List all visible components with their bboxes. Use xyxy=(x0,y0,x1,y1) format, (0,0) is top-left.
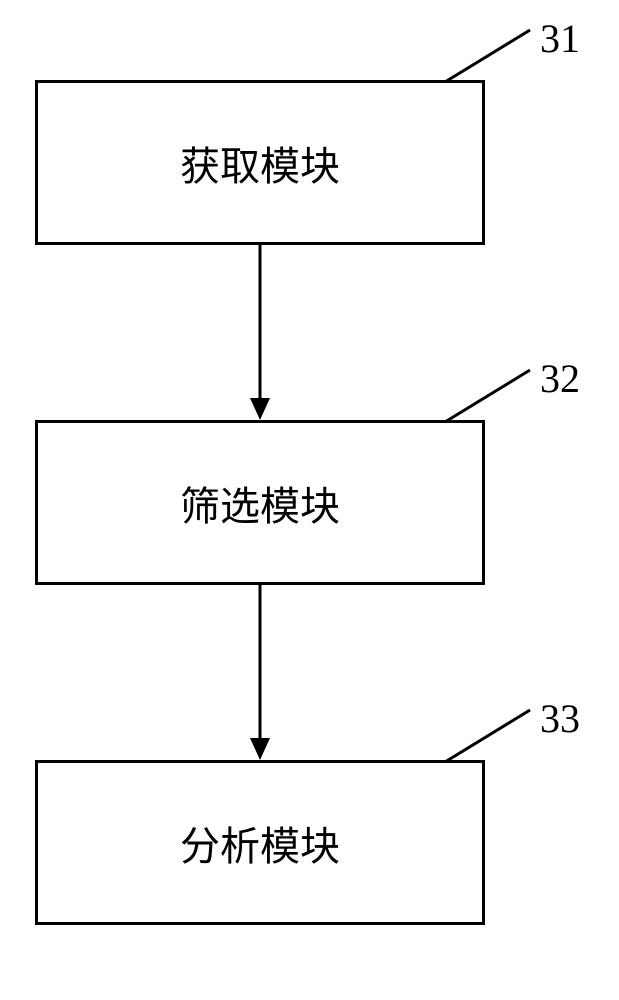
node-number-31: 31 xyxy=(540,15,580,62)
diagram-canvas: 获取模块 31 筛选模块 32 分析模块 33 xyxy=(0,0,619,1000)
node-box-33: 分析模块 xyxy=(35,760,485,925)
node-number-33: 33 xyxy=(540,695,580,742)
node-label-32: 筛选模块 xyxy=(180,474,340,532)
node-label-33: 分析模块 xyxy=(180,814,340,872)
node-box-32: 筛选模块 xyxy=(35,420,485,585)
node-box-31: 获取模块 xyxy=(35,80,485,245)
node-label-31: 获取模块 xyxy=(180,134,340,192)
node-number-32: 32 xyxy=(540,355,580,402)
